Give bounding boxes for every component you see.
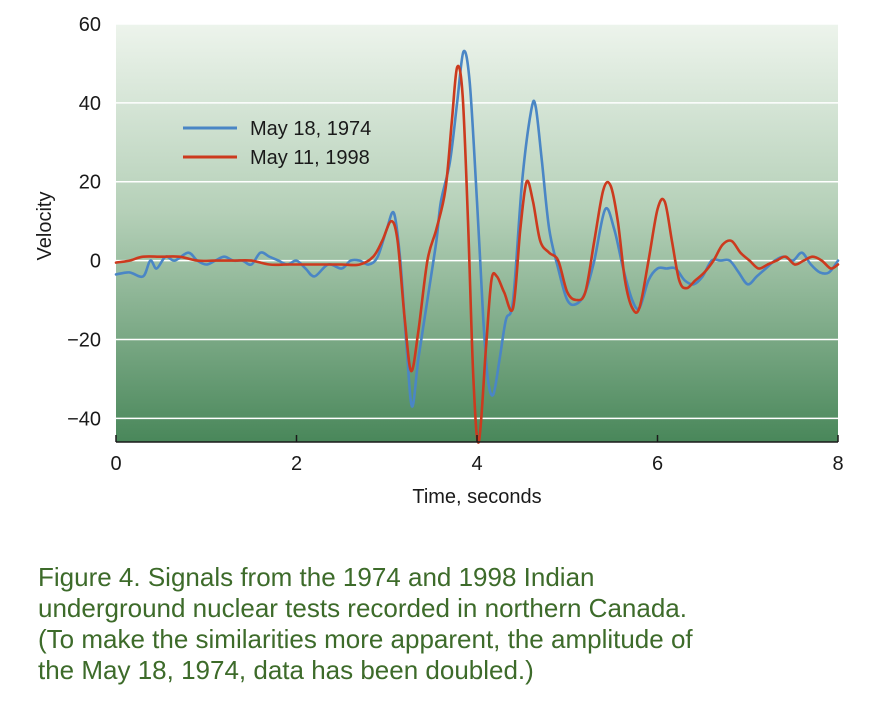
velocity-chart: 0 2 4 6 8 60 40 20 0 −20 −40 Time, seconds Veloci… (34, 14, 844, 508)
caption-line: Figure 4. Signals from the 1974 and 1998… (38, 562, 595, 592)
y-tick-label: −40 (67, 408, 101, 430)
x-tick-label: 6 (652, 453, 663, 475)
x-axis-ticks: 0 2 4 6 8 (110, 435, 844, 475)
y-axis-ticks: 60 40 20 0 −20 −40 (67, 14, 101, 430)
caption-line: the May 18, 1974, data has been doubled.… (38, 655, 534, 685)
legend-label-1974: May 18, 1974 (250, 118, 371, 140)
series-lines (114, 49, 840, 444)
legend: May 18, 1974 May 11, 1998 (183, 118, 371, 169)
x-tick-label: 8 (832, 453, 843, 475)
x-tick-label: 2 (291, 453, 302, 475)
series-line-1998 (114, 64, 840, 444)
plot-area (116, 24, 838, 442)
figure-caption: Figure 4. Signals from the 1974 and 1998… (38, 562, 868, 686)
y-tick-label: 0 (90, 251, 101, 273)
y-tick-label: 60 (79, 14, 101, 36)
series-line-1974 (114, 49, 840, 408)
x-tick-label: 0 (110, 453, 121, 475)
x-axis-title: Time, seconds (412, 486, 541, 508)
caption-line: underground nuclear tests recorded in no… (38, 593, 687, 623)
y-axis-title: Velocity (34, 192, 56, 261)
y-tick-label: 40 (79, 93, 101, 115)
x-tick-label: 4 (471, 453, 482, 475)
caption-line: (To make the similarities more apparent,… (38, 624, 693, 654)
y-tick-label: −20 (67, 329, 101, 351)
y-tick-label: 20 (79, 172, 101, 194)
legend-label-1998: May 11, 1998 (250, 147, 370, 169)
